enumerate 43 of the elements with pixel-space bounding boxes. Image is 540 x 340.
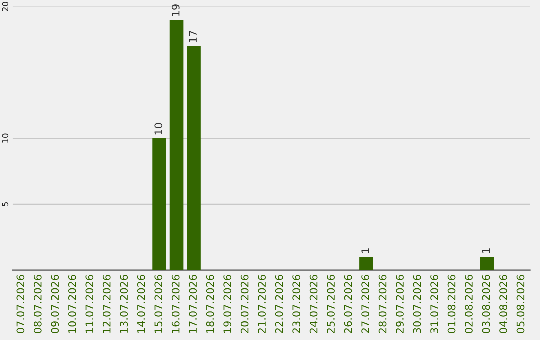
y-tick-label: 20 <box>2 2 9 12</box>
x-tick-label: 15.07.2026 <box>154 275 163 333</box>
x-tick-label: 14.07.2026 <box>137 275 146 333</box>
x-tick-label: 22.07.2026 <box>275 275 284 334</box>
x-tick-label: 11.07.2026 <box>86 275 94 333</box>
data-label: 10 <box>154 123 163 135</box>
x-tick-label: 01.08.2026 <box>448 275 456 334</box>
x-tick-label: 16.07.2026 <box>172 275 180 333</box>
x-tick-label: 05.08.2026 <box>516 275 525 334</box>
data-label: 1 <box>482 248 490 254</box>
x-tick-label: 28.07.2026 <box>378 275 387 334</box>
data-label: 19 <box>172 4 180 16</box>
x-tick-label: 27.07.2026 <box>362 275 370 334</box>
x-tick-label: 10.07.2026 <box>68 275 76 333</box>
bar <box>152 138 166 270</box>
x-tick-label: 30.07.2026 <box>413 275 422 334</box>
x-tick-label: 17.07.2026 <box>189 275 198 333</box>
x-tick-label: 04.08.2026 <box>500 275 508 334</box>
x-tick-label: 03.08.2026 <box>482 275 490 334</box>
x-tick-label: 31.07.2026 <box>430 275 438 334</box>
bar <box>480 257 494 270</box>
x-tick-label: 24.07.2026 <box>310 275 318 334</box>
y-tick-label: 10 <box>2 134 9 143</box>
x-tick-label: 09.07.2026 <box>51 275 60 334</box>
x-tick-label: 18.07.2026 <box>206 275 214 333</box>
x-tick-label: 02.08.2026 <box>465 275 473 334</box>
x-tick-label: 12.07.2026 <box>102 275 111 333</box>
x-tick-label: 20.07.2026 <box>240 275 249 334</box>
data-label: 17 <box>189 31 197 42</box>
x-tick-label: 19.07.2026 <box>224 275 232 333</box>
bar <box>360 257 374 270</box>
x-tick-label: 13.07.2026 <box>120 275 128 333</box>
x-tick-label: 29.07.2026 <box>396 275 404 334</box>
x-tick-label: 07.07.2026 <box>16 275 25 334</box>
x-tick-label: 25.07.2026 <box>327 275 335 334</box>
x-tick-label: 21.07.2026 <box>258 275 266 334</box>
data-label: 1 <box>362 248 370 254</box>
x-tick-label: 23.07.2026 <box>292 275 301 334</box>
bar <box>170 20 184 270</box>
y-tick-label: 5 <box>2 202 9 206</box>
bar <box>187 46 201 270</box>
x-tick-label: 26.07.2026 <box>344 275 352 334</box>
x-tick-label: 08.07.2026 <box>34 275 42 334</box>
